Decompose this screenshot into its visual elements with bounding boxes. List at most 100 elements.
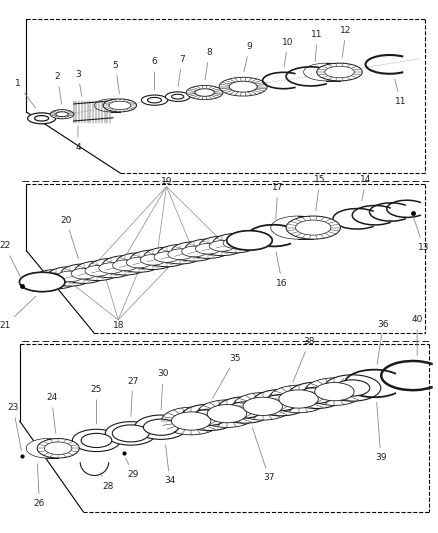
Text: 21: 21	[0, 296, 36, 330]
Text: 5: 5	[113, 61, 120, 93]
Ellipse shape	[325, 66, 354, 78]
Ellipse shape	[168, 249, 193, 260]
Text: 13: 13	[413, 218, 429, 252]
Ellipse shape	[299, 387, 334, 403]
Ellipse shape	[227, 231, 272, 250]
Ellipse shape	[263, 394, 298, 411]
Ellipse shape	[26, 439, 68, 458]
Text: 23: 23	[7, 403, 21, 450]
Text: 39: 39	[375, 402, 387, 462]
Ellipse shape	[113, 260, 138, 271]
Text: 34: 34	[164, 445, 175, 485]
Text: 16: 16	[276, 252, 288, 288]
Text: 1: 1	[14, 79, 35, 108]
Ellipse shape	[19, 272, 65, 292]
Ellipse shape	[186, 85, 223, 100]
Ellipse shape	[286, 216, 340, 239]
Text: 37: 37	[252, 427, 275, 482]
Text: 12: 12	[340, 26, 352, 58]
Ellipse shape	[148, 98, 162, 103]
Ellipse shape	[172, 94, 184, 99]
Ellipse shape	[19, 272, 65, 292]
Ellipse shape	[207, 405, 247, 423]
Ellipse shape	[335, 380, 370, 396]
Ellipse shape	[116, 253, 162, 272]
Ellipse shape	[47, 266, 92, 286]
Text: 17: 17	[272, 183, 283, 220]
Ellipse shape	[195, 89, 214, 96]
Ellipse shape	[213, 233, 258, 253]
Ellipse shape	[56, 112, 68, 117]
Ellipse shape	[195, 244, 221, 254]
Text: 6: 6	[152, 57, 157, 90]
Text: 29: 29	[126, 458, 139, 479]
Text: 7: 7	[178, 55, 185, 86]
Ellipse shape	[85, 265, 110, 276]
Ellipse shape	[191, 409, 226, 425]
Text: 15: 15	[314, 175, 325, 211]
Ellipse shape	[50, 110, 74, 119]
Ellipse shape	[227, 402, 262, 418]
Ellipse shape	[216, 397, 273, 423]
Ellipse shape	[166, 92, 190, 101]
Ellipse shape	[315, 383, 354, 401]
Ellipse shape	[45, 442, 72, 455]
Ellipse shape	[171, 412, 211, 430]
Ellipse shape	[95, 99, 128, 112]
Ellipse shape	[112, 425, 149, 442]
Ellipse shape	[33, 270, 79, 289]
Text: 19: 19	[161, 177, 172, 185]
Ellipse shape	[324, 375, 381, 401]
Ellipse shape	[296, 220, 331, 235]
Ellipse shape	[243, 397, 283, 415]
Ellipse shape	[233, 393, 293, 420]
Text: 35: 35	[213, 354, 241, 398]
Text: 14: 14	[360, 175, 371, 201]
Text: 28: 28	[100, 473, 113, 491]
Ellipse shape	[57, 271, 82, 282]
Ellipse shape	[105, 422, 156, 445]
Text: 18: 18	[113, 321, 124, 329]
Ellipse shape	[30, 277, 55, 287]
Ellipse shape	[140, 254, 165, 265]
Ellipse shape	[252, 390, 309, 416]
Ellipse shape	[102, 256, 148, 275]
Ellipse shape	[75, 261, 120, 280]
Ellipse shape	[81, 433, 112, 448]
Ellipse shape	[88, 259, 134, 278]
Ellipse shape	[304, 63, 349, 81]
Ellipse shape	[161, 407, 221, 435]
Ellipse shape	[109, 101, 131, 110]
Ellipse shape	[227, 231, 272, 250]
Text: 26: 26	[34, 464, 45, 508]
Ellipse shape	[185, 239, 231, 259]
Text: 2: 2	[55, 72, 62, 104]
Ellipse shape	[199, 236, 245, 256]
Text: 8: 8	[205, 48, 212, 80]
Text: 4: 4	[75, 126, 81, 151]
Ellipse shape	[317, 63, 362, 81]
Ellipse shape	[71, 268, 96, 279]
Ellipse shape	[134, 415, 187, 439]
Ellipse shape	[141, 95, 168, 106]
Ellipse shape	[43, 274, 69, 285]
Text: 9: 9	[244, 42, 253, 72]
Text: 36: 36	[377, 320, 389, 364]
Ellipse shape	[37, 439, 79, 458]
Ellipse shape	[197, 400, 257, 427]
Text: 10: 10	[282, 38, 294, 67]
Ellipse shape	[158, 245, 203, 264]
Ellipse shape	[269, 385, 328, 413]
Ellipse shape	[127, 257, 152, 268]
Ellipse shape	[61, 264, 106, 284]
Ellipse shape	[35, 116, 49, 121]
Ellipse shape	[209, 240, 234, 251]
Ellipse shape	[154, 252, 179, 262]
Text: 22: 22	[0, 241, 21, 278]
Text: 25: 25	[91, 385, 102, 424]
Ellipse shape	[130, 250, 176, 270]
Ellipse shape	[99, 263, 124, 273]
Ellipse shape	[144, 247, 189, 266]
Ellipse shape	[279, 390, 318, 408]
Ellipse shape	[143, 419, 178, 435]
